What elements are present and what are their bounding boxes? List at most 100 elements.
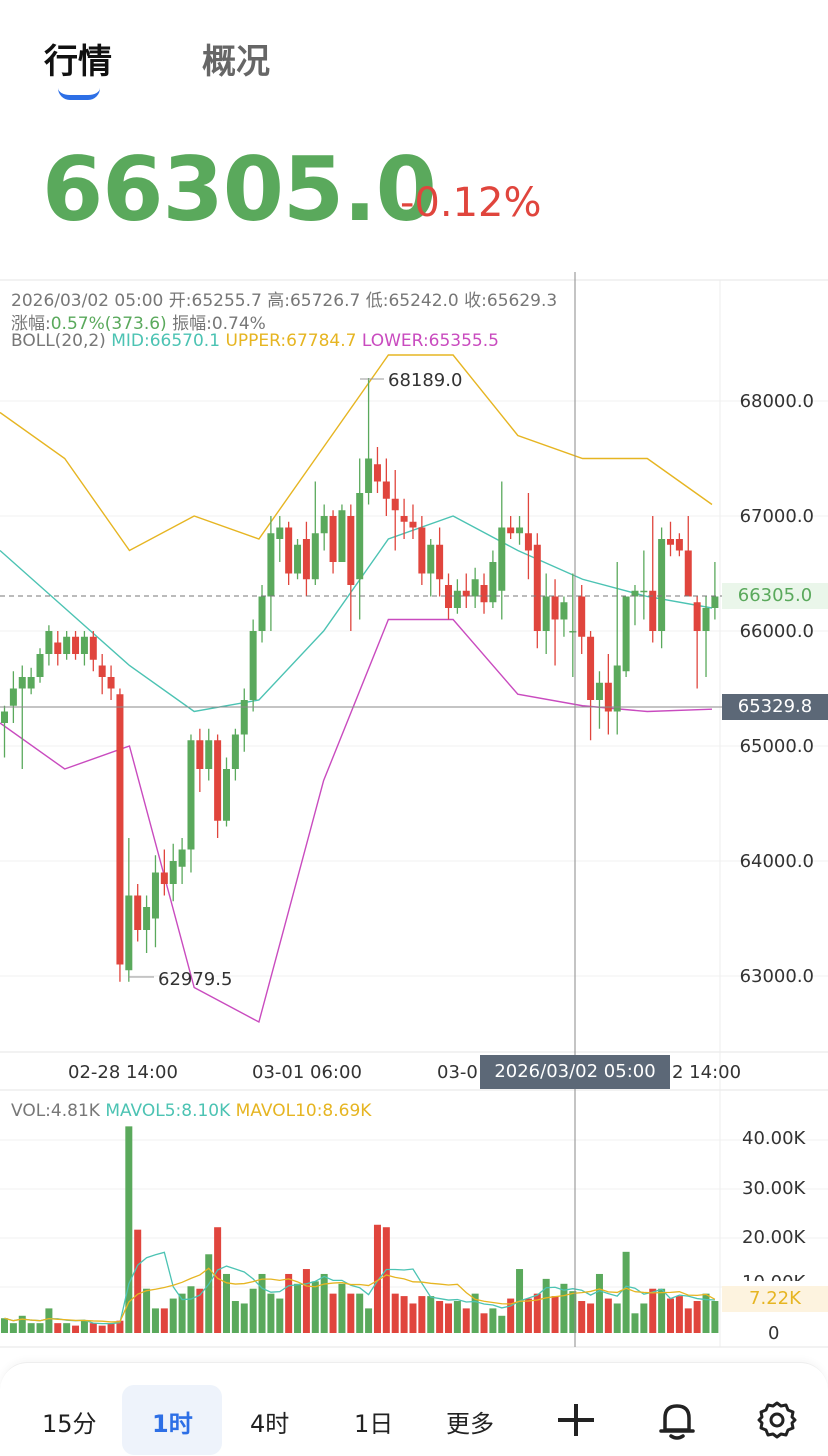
volume-bar	[533, 1293, 541, 1333]
low-label: 低:	[365, 291, 389, 311]
high-value: 65726.7	[289, 291, 361, 311]
ohlc-info-line-2: 涨幅:0.57%(373.6) 振幅:0.74%	[11, 309, 266, 334]
tab-market[interactable]: 行情	[44, 42, 112, 82]
amplitude-value: 0.74%	[211, 314, 266, 334]
candle-body	[667, 539, 674, 545]
rise-label: 涨幅:	[11, 314, 51, 334]
ohlc-info-line-1: 2026/03/02 05:00 开:65255.7 高:65726.7 低:6…	[11, 286, 557, 311]
candle-body	[231, 734, 239, 769]
candle-body	[409, 521, 417, 528]
volume-bar	[693, 1301, 701, 1333]
interval-4h[interactable]: 4时	[250, 1410, 290, 1438]
candle-body	[196, 740, 204, 769]
volume-bar	[658, 1288, 666, 1333]
boll-mid-line	[0, 515, 713, 713]
candle-body	[1, 711, 8, 723]
candle-body	[569, 631, 577, 633]
time-axis-tick: 03-01 06:00	[252, 1062, 362, 1083]
candle-body	[63, 636, 71, 654]
mavol-tag: 7.22K	[722, 1286, 828, 1312]
interval-1d[interactable]: 1日	[354, 1410, 394, 1438]
volume-bar	[80, 1320, 88, 1333]
bell-icon[interactable]	[655, 1398, 699, 1442]
volume-bar	[675, 1296, 683, 1333]
draw-plus-icon[interactable]	[554, 1398, 598, 1442]
boll-upper-line	[0, 354, 713, 552]
boll-lower-line	[0, 618, 713, 1024]
candle-body	[151, 872, 159, 919]
interval-15m[interactable]: 15分	[42, 1410, 97, 1438]
volume-bar	[498, 1315, 506, 1333]
volume-bar	[649, 1288, 657, 1333]
candle-body	[640, 590, 648, 593]
candle-body	[302, 539, 310, 580]
volume-bar	[338, 1283, 346, 1333]
candle-body	[418, 527, 426, 574]
candle-body	[45, 631, 53, 654]
candle-body	[134, 895, 142, 930]
candle-body	[578, 596, 586, 637]
volume-bar	[240, 1303, 248, 1333]
candle-body	[214, 740, 222, 821]
volume-bar	[125, 1126, 133, 1333]
volume-bar	[373, 1224, 381, 1333]
volume-bar	[613, 1303, 621, 1333]
gear-icon[interactable]	[755, 1398, 799, 1442]
candle-body	[489, 562, 497, 603]
volume-bar	[134, 1229, 142, 1333]
volume-bar	[595, 1273, 603, 1333]
boll-lower: LOWER:65355.5	[361, 331, 499, 351]
candle-body	[89, 636, 97, 660]
volume-bar	[507, 1298, 515, 1333]
volume-bar	[45, 1308, 53, 1333]
volume-bar	[196, 1288, 204, 1333]
candle-body	[258, 596, 266, 631]
volume-bar	[542, 1278, 550, 1333]
candle-body	[702, 608, 710, 631]
candle-body	[365, 458, 373, 493]
volume-bar	[587, 1303, 595, 1333]
volume-bar	[205, 1254, 213, 1333]
volume-bar	[569, 1291, 577, 1333]
candle-body	[356, 493, 364, 580]
interval-1h[interactable]: 1时	[152, 1410, 193, 1438]
volume-bar	[27, 1323, 35, 1333]
volume-bar	[18, 1315, 26, 1333]
candle-body	[382, 481, 390, 499]
volume-bar	[116, 1320, 124, 1333]
volume-bar	[249, 1288, 257, 1333]
candle-body	[160, 872, 168, 884]
volume-bar	[356, 1293, 364, 1333]
volume-bar	[72, 1325, 80, 1333]
volume-bar	[285, 1273, 293, 1333]
volume-bar	[631, 1313, 639, 1333]
time-axis-tick: 03-0	[437, 1062, 478, 1083]
candle-body	[54, 642, 62, 654]
selected-interval-bg	[122, 1385, 222, 1455]
candle-body	[267, 533, 275, 597]
volume-bar	[365, 1308, 373, 1333]
volume-axis-tick: 20.00K	[742, 1227, 806, 1248]
volume-bar	[36, 1323, 44, 1333]
volume-bar	[436, 1301, 444, 1333]
volume-bar	[258, 1273, 266, 1333]
candle-body	[98, 665, 106, 677]
current-price-tag: 66305.0	[722, 583, 828, 609]
candle-body	[9, 688, 17, 706]
candle-body	[533, 544, 541, 631]
volume-bar	[169, 1298, 177, 1333]
price-axis-tick: 63000.0	[739, 966, 814, 987]
top-tabs: 行情 概况	[0, 0, 828, 110]
price-axis-tick: 66000.0	[739, 621, 814, 642]
volume-bar	[160, 1308, 168, 1333]
tab-overview[interactable]: 概况	[202, 42, 270, 82]
volume-info: VOL:4.81K MAVOL5:8.10K MAVOL10:8.69K	[11, 1101, 371, 1121]
volume-bar	[276, 1298, 284, 1333]
interval-more[interactable]: 更多	[446, 1410, 494, 1438]
mavol10-line	[4, 1267, 716, 1323]
price-axis-tick: 68000.0	[739, 391, 814, 412]
volume-bar	[480, 1313, 488, 1333]
kline-chart[interactable]	[0, 0, 828, 1360]
candle-body	[125, 895, 133, 971]
candle-body	[240, 700, 248, 735]
